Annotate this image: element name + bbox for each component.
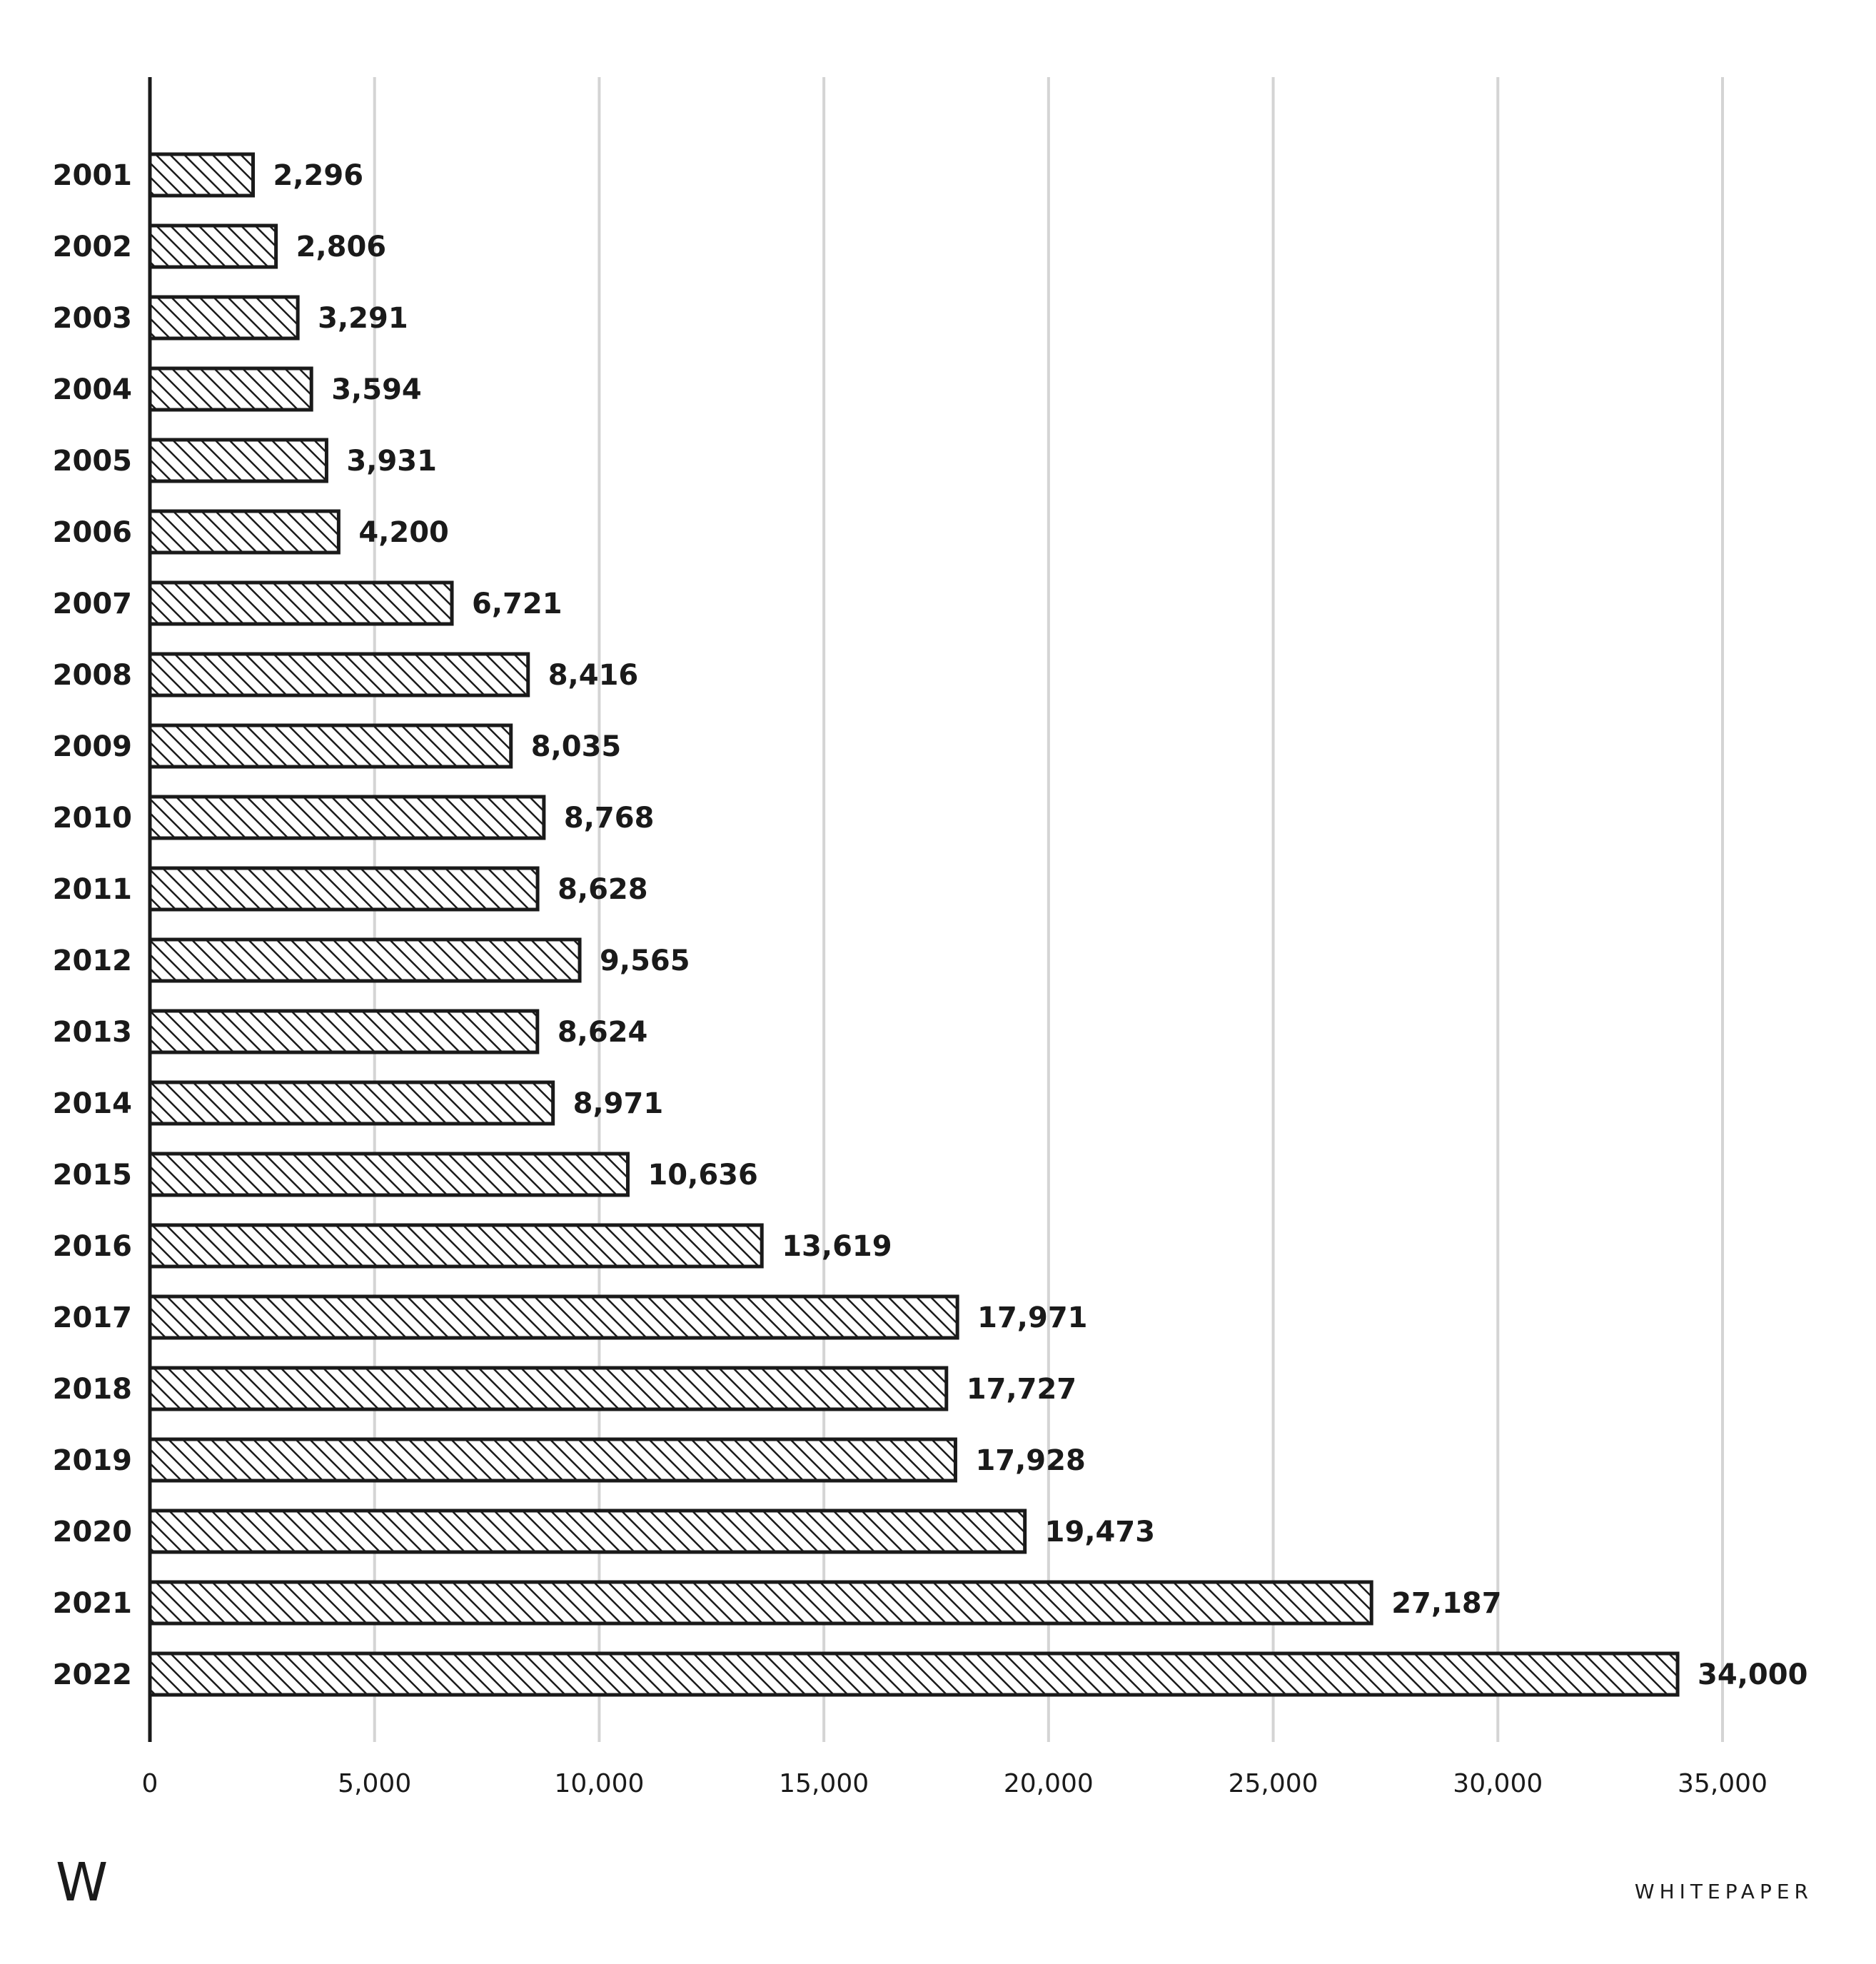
category-label: 2001 — [53, 159, 132, 192]
category-label: 2007 — [53, 588, 132, 620]
category-label: 2005 — [53, 445, 132, 478]
x-tick-label: 5,000 — [338, 1769, 411, 1798]
bar — [148, 795, 546, 840]
bar — [148, 152, 256, 198]
value-label: 8,768 — [564, 802, 655, 835]
bar — [148, 438, 328, 483]
value-label: 27,187 — [1391, 1587, 1501, 1620]
brand-name: WHITEPAPER — [1634, 1880, 1813, 1903]
value-label: 3,594 — [331, 373, 422, 406]
category-label: 2016 — [53, 1230, 132, 1263]
category-label: 2008 — [53, 659, 132, 692]
value-label: 19,473 — [1045, 1516, 1155, 1548]
value-label: 2,296 — [273, 159, 364, 192]
bar — [148, 223, 278, 269]
x-tick-label: 35,000 — [1678, 1769, 1767, 1798]
bar — [148, 652, 530, 698]
category-label: 2022 — [53, 1658, 132, 1691]
bar — [148, 1080, 555, 1126]
value-label: 10,636 — [647, 1159, 757, 1192]
bar — [148, 723, 513, 769]
category-label: 2006 — [53, 516, 132, 549]
value-label: 17,971 — [977, 1301, 1087, 1334]
value-label: 8,624 — [558, 1016, 648, 1049]
category-label: 2014 — [53, 1087, 132, 1120]
bar — [148, 1437, 957, 1483]
value-label: 17,928 — [975, 1444, 1085, 1477]
x-tick-label: 20,000 — [1004, 1769, 1094, 1798]
category-label: 2012 — [53, 945, 132, 977]
x-tick-label: 10,000 — [554, 1769, 644, 1798]
x-tick-label: 25,000 — [1229, 1769, 1318, 1798]
category-label: 2021 — [53, 1587, 132, 1620]
value-label: 2,806 — [296, 231, 387, 263]
category-label: 2009 — [53, 730, 132, 763]
bar — [148, 509, 341, 555]
bar — [148, 1651, 1680, 1697]
whitepaper-logo: W — [56, 1852, 109, 1913]
category-label: 2018 — [53, 1373, 132, 1406]
x-tick-label: 30,000 — [1453, 1769, 1543, 1798]
category-label: 2011 — [53, 873, 132, 906]
category-label: 2019 — [53, 1444, 132, 1477]
value-label: 34,000 — [1698, 1658, 1807, 1691]
category-label: 2002 — [53, 231, 132, 263]
value-label: 13,619 — [782, 1230, 892, 1263]
category-label: 2015 — [53, 1159, 132, 1192]
category-label: 2013 — [53, 1016, 132, 1049]
bars — [148, 152, 1680, 1697]
bar — [148, 866, 540, 912]
category-label: 2017 — [53, 1301, 132, 1334]
grid-lines — [373, 77, 1724, 1742]
category-label: 2004 — [53, 373, 132, 406]
value-label: 3,291 — [318, 302, 408, 335]
value-label: 8,971 — [573, 1087, 664, 1120]
bar — [148, 1152, 630, 1197]
bar — [148, 1580, 1373, 1626]
value-label: 8,035 — [531, 730, 622, 763]
category-label: 2020 — [53, 1516, 132, 1548]
value-label: 9,565 — [600, 945, 690, 977]
bar — [148, 295, 300, 341]
bar — [148, 1294, 959, 1340]
value-label: 4,200 — [358, 516, 449, 549]
x-tick-label: 15,000 — [779, 1769, 869, 1798]
value-label: 3,931 — [346, 445, 437, 478]
labels: 0 5,000 10,000 15,000 20,000 25,000 30,000 35,0… — [53, 159, 1808, 1798]
category-label: 2010 — [53, 802, 132, 835]
bar — [148, 1223, 764, 1269]
bar — [148, 1509, 1027, 1554]
bar — [148, 1366, 949, 1411]
value-label: 8,416 — [548, 659, 639, 692]
bar — [148, 937, 582, 983]
bar — [148, 580, 454, 626]
bar — [148, 1009, 540, 1054]
bar — [148, 366, 313, 412]
category-label: 2003 — [53, 302, 132, 335]
value-label: 17,727 — [967, 1373, 1076, 1406]
value-label: 8,628 — [558, 873, 648, 906]
value-label: 6,721 — [472, 588, 563, 620]
x-tick-label: 0 — [142, 1769, 158, 1798]
